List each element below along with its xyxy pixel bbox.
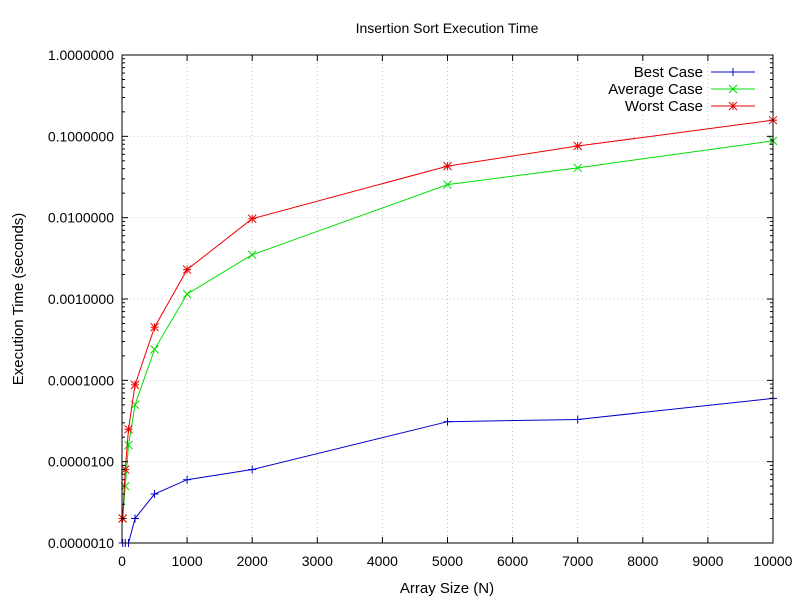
y-tick-label: 0.0010000 <box>48 291 114 307</box>
worst-case-point <box>124 424 133 434</box>
average-case-point <box>124 440 133 450</box>
y-tick-label: 0.0001000 <box>48 372 114 388</box>
x-tick-label: 1000 <box>172 553 203 569</box>
series-layer <box>118 115 778 547</box>
worst-case-point <box>247 214 257 224</box>
worst-case-point <box>150 322 159 332</box>
average-case-line <box>122 140 774 519</box>
x-tick-label: 9000 <box>692 553 723 569</box>
x-tick-label: 7000 <box>562 553 593 569</box>
y-tick-label: 1.0000000 <box>48 47 114 63</box>
x-tick-label: 2000 <box>237 553 268 569</box>
x-axis-label: Array Size (N) <box>400 580 494 597</box>
best-case-point <box>131 514 140 523</box>
y-tick-label: 0.1000000 <box>48 128 114 144</box>
axis-ticks: 0 1000 2000 3000 4000 5000 6000 7000 8000 9000 100… <box>48 47 793 569</box>
y-tick-label: 0.0000010 <box>48 535 114 551</box>
worst-case-point <box>130 380 140 390</box>
x-tick-label: 8000 <box>627 553 658 569</box>
chart-title: Insertion Sort Execution Time <box>356 20 539 36</box>
x-tick-label: 6000 <box>497 553 528 569</box>
best-case-point <box>248 465 257 474</box>
x-tick-label: 10000 <box>754 553 793 569</box>
worst-case-point <box>182 265 192 274</box>
average-case-point <box>573 163 583 173</box>
best-case-point <box>573 415 582 424</box>
legend-label-best-case: Best Case <box>634 64 703 81</box>
x-tick-label: 4000 <box>367 553 398 569</box>
best-case-point <box>150 490 159 499</box>
worst-case-point <box>573 141 583 151</box>
average-case-point <box>150 345 159 354</box>
average-case-point <box>443 180 452 189</box>
grid <box>122 55 773 543</box>
x-tick-label: 5000 <box>432 553 463 569</box>
best-case-point <box>183 475 192 484</box>
average-case-point <box>247 250 257 260</box>
legend-label-worst-case: Worst Case <box>625 98 703 115</box>
y-axis-label: Execution Time (seconds) <box>10 213 27 386</box>
y-tick-label: 0.0000100 <box>48 454 114 470</box>
x-tick-label: 0 <box>118 553 126 569</box>
worst-case-line <box>122 119 774 519</box>
legend-marker-worst-case <box>728 101 738 111</box>
legend-marker-best-case <box>729 68 737 76</box>
legend-marker-average-case <box>728 84 738 94</box>
average-case-point <box>120 481 130 491</box>
average-case-point <box>182 289 192 299</box>
best-case-point <box>443 417 452 426</box>
x-tick-label: 3000 <box>302 553 333 569</box>
y-tick-label: 0.0100000 <box>48 210 114 226</box>
legend-label-average-case: Average Case <box>608 81 703 98</box>
worst-case-point <box>443 161 452 171</box>
